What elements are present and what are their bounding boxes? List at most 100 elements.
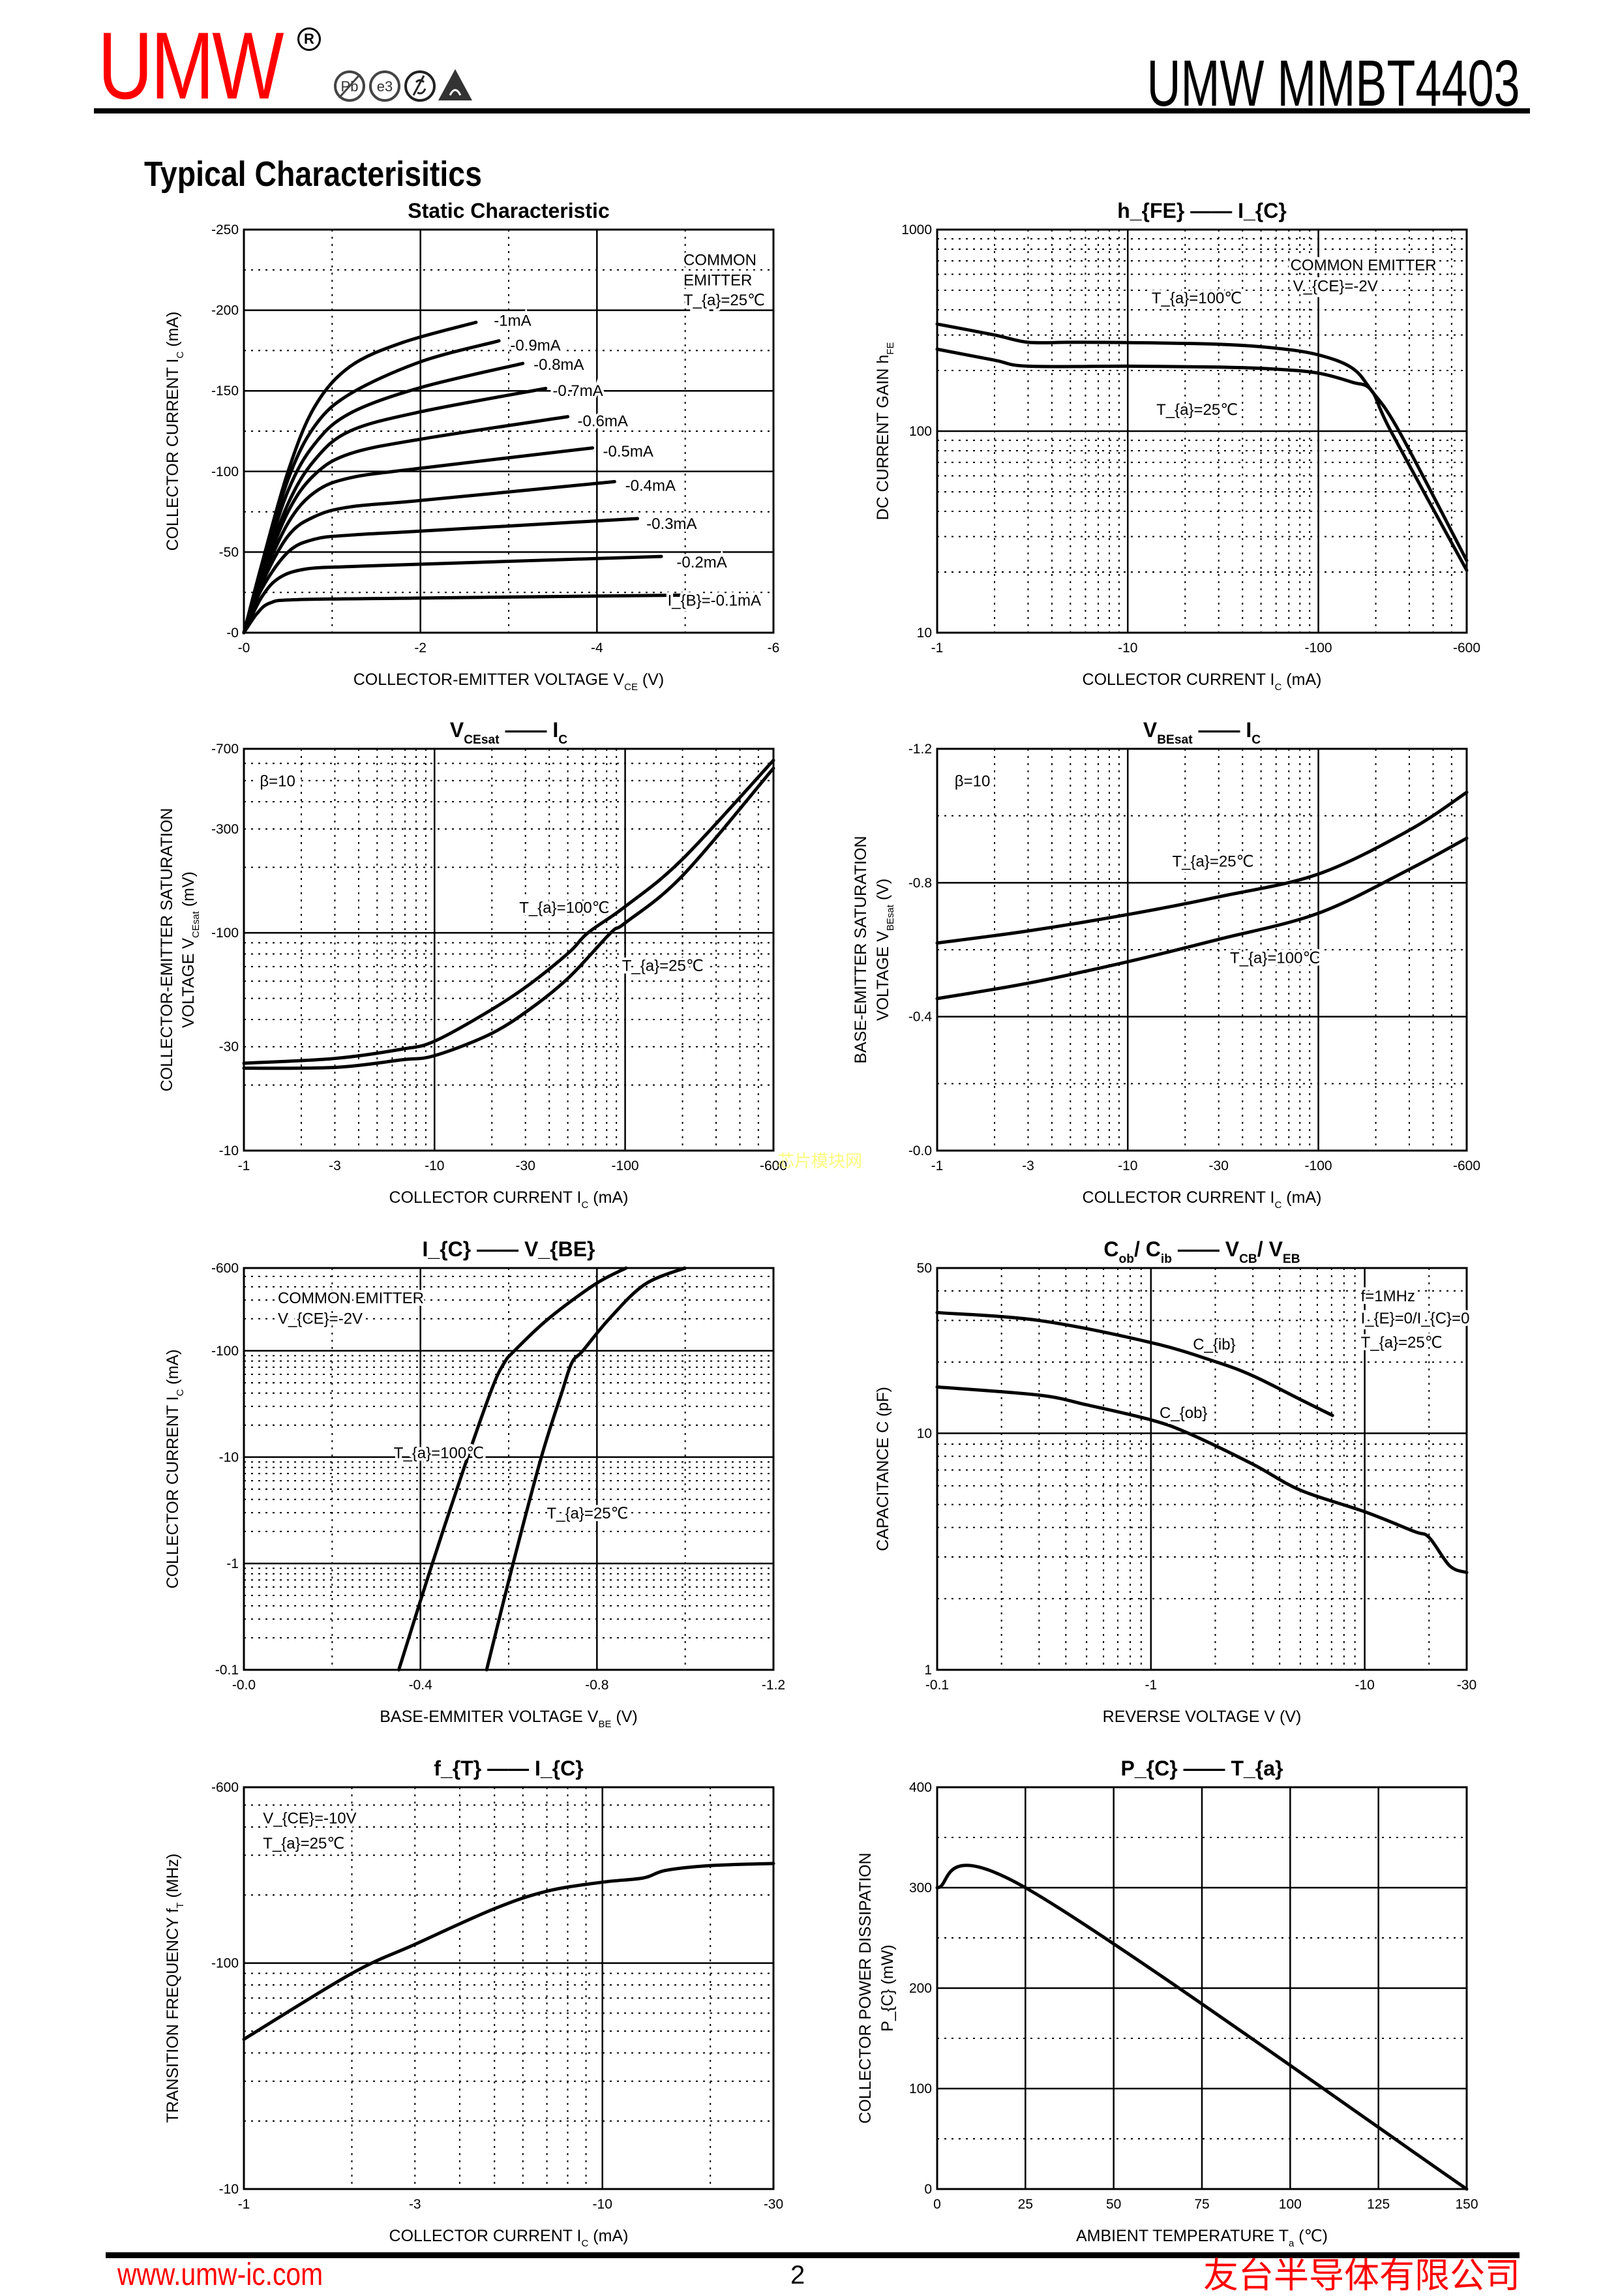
chart-annotation: COMMON EMITTER — [1291, 256, 1437, 274]
header-divider — [94, 108, 1530, 113]
footer-divider — [106, 2252, 1520, 2258]
series-label: -0.8mA — [533, 356, 584, 374]
static-characteristic-series-ib-0.3ma — [242, 517, 640, 635]
y-tick-label: -50 — [219, 545, 239, 560]
x-tick-label: -0.8 — [585, 1678, 608, 1693]
chart-annotation: β=10 — [260, 772, 295, 790]
y-tick-label: -10 — [219, 1450, 239, 1465]
chart-title: f_{T} —— I_{C} — [434, 1757, 583, 1780]
plot-frame — [936, 748, 1468, 1152]
x-tick-label: 150 — [1455, 2197, 1478, 2212]
y-tick-label: 1 — [924, 1663, 932, 1678]
chart-title: Static Characteristic — [408, 199, 609, 222]
vcesat-vs-ic-chart: -1 -3 -10 -30 -100 -600 -10 -30 -100 -300 -700 VCEs… — [158, 718, 787, 1211]
x-tick-label: -1 — [931, 1158, 944, 1173]
hfe-vs-ic-chart: -1 -10 -100 -600 10 100 1000 h_{FE} —— I_{C} COL… — [874, 199, 1480, 693]
y-tick-label: -0.1 — [215, 1663, 239, 1678]
chart-title: VBEsat —— IC — [1143, 718, 1261, 747]
y-tick-label: -700 — [211, 742, 239, 757]
x-tick-label: 25 — [1018, 2197, 1033, 2212]
y-axis-label: BASE-EMITTER SATURATION — [852, 836, 870, 1063]
x-axis-label: COLLECTOR CURRENT IC (mA) — [1083, 671, 1322, 693]
plot-frame — [936, 228, 1468, 634]
capacitance-vs-voltage-chart: -0.1 -1 -10 -30 1 10 50 Cob/ Cib —— VCB/ VEB REV… — [874, 1237, 1476, 1726]
y-axis-label: COLLECTOR CURRENT IC (mA) — [164, 1350, 186, 1589]
x-tick-label: -600 — [760, 1158, 787, 1173]
x-tick-label: -1.2 — [762, 1678, 785, 1693]
plot-frame — [243, 748, 775, 1152]
ft-vs-ic-chart: -1 -3 -10 -30 -10 -100 -600 f_{T} —— I_{C} COLLE… — [164, 1757, 783, 2249]
y-tick-label: -30 — [219, 1040, 239, 1055]
ic-vs-vbe-chart: -0.0 -0.4 -0.8 -1.2 -0.1 -1 -10 -100 -600 I_{C} —… — [164, 1237, 785, 1730]
x-axis-label: REVERSE VOLTAGE V (V) — [1103, 1708, 1302, 1726]
x-tick-label: -30 — [764, 2197, 783, 2212]
chart-title: Cob/ Cib —— VCB/ VEB — [1103, 1237, 1300, 1266]
chart-annotation: T_{a}=25℃ — [1173, 853, 1254, 870]
hfe-vs-ic-series-ta100 — [935, 322, 1469, 562]
chart-annotation: V_{CE}=-2V — [1293, 278, 1378, 295]
x-tick-label: -3 — [1022, 1158, 1034, 1173]
y-axis-label: P_{C} (mW) — [878, 1944, 897, 2031]
lead-free-icon: Pb — [334, 70, 365, 102]
chart-annotation: T_{a}=100℃ — [519, 899, 609, 916]
x-tick-label: -100 — [612, 1158, 639, 1173]
x-tick-label: -600 — [1453, 1158, 1480, 1173]
x-tick-label: -2 — [414, 641, 427, 656]
y-tick-label: -0.4 — [908, 1010, 933, 1025]
vcesat-vs-ic-series-ta100 — [242, 759, 775, 1065]
y-tick-label: -300 — [211, 822, 239, 837]
y-tick-label: 300 — [909, 1881, 932, 1896]
y-axis-label: TRANSITION FREQUENCY fT (MHz) — [164, 1854, 186, 2123]
chart-annotation: V_{CE}=-10V — [263, 1809, 356, 1827]
page-number: 2 — [790, 2261, 805, 2289]
x-tick-label: -1 — [1145, 1678, 1157, 1693]
x-tick-label: -30 — [1209, 1158, 1229, 1173]
chart-annotation: T_{a}=25℃ — [1156, 401, 1238, 419]
x-tick-label: 100 — [1279, 2197, 1302, 2212]
series-label: -0.5mA — [603, 443, 653, 461]
y-tick-label: -1 — [226, 1556, 239, 1571]
x-tick-label: -0.0 — [232, 1678, 256, 1693]
x-tick-label: -3 — [409, 2197, 421, 2212]
x-tick-label: 75 — [1194, 2197, 1209, 2212]
x-tick-label: -10 — [1355, 1678, 1374, 1693]
y-tick-label: -250 — [211, 222, 239, 237]
x-tick-label: -1 — [238, 2197, 250, 2212]
x-tick-label: -10 — [425, 1158, 444, 1173]
y-tick-label: 1000 — [901, 222, 932, 237]
x-tick-label: -10 — [1118, 1158, 1137, 1173]
y-tick-label: -600 — [211, 1261, 239, 1276]
y-tick-label: -200 — [211, 303, 239, 318]
x-tick-label: -1 — [238, 1158, 250, 1173]
y-tick-label: -10 — [219, 2182, 239, 2197]
rohs-icon — [404, 70, 436, 102]
y-axis-label: COLLECTOR CURRENT IC (mA) — [164, 312, 186, 551]
plot-frame — [243, 1786, 775, 2190]
x-axis-label: COLLECTOR-EMITTER VOLTAGE VCE (V) — [353, 671, 664, 693]
chart-annotation: T_{a}=25℃ — [622, 958, 704, 975]
vbesat-vs-ic-series-ta25 — [935, 791, 1469, 945]
y-axis-label: VOLTAGE VBEsat (V) — [874, 879, 896, 1021]
x-axis-label: COLLECTOR CURRENT IC (mA) — [389, 2227, 629, 2249]
series-label: -0.9mA — [510, 337, 560, 354]
static-characteristic-chart: -0 -2 -4 -6 -0 -50 -100 -150 -200 -250 Static Char… — [164, 199, 779, 693]
chart-title: h_{FE} —— I_{C} — [1117, 199, 1287, 222]
x-tick-label: -10 — [1118, 641, 1137, 656]
section-title: Typical Characterisitics — [144, 155, 482, 194]
static-characteristic-series-ib-0.4ma — [242, 479, 616, 635]
x-tick-label: 0 — [933, 2197, 941, 2212]
y-axis-label: CAPACITANCE C (pF) — [874, 1387, 892, 1551]
chart-annotation: T_{a}=100℃ — [1152, 290, 1242, 307]
website-link[interactable]: www.umw-ic.com — [117, 2258, 323, 2292]
x-tick-label: -0.1 — [925, 1678, 949, 1693]
x-tick-label: -3 — [329, 1158, 341, 1173]
chart-title: I_{C} —— V_{BE} — [423, 1237, 595, 1261]
pc-vs-ta-series-pc — [935, 1864, 1469, 2191]
y-tick-label: -600 — [211, 1780, 239, 1795]
pc-vs-ta-chart: 0 25 50 75 100 125 150 0 100 200 300 400 P_{C} —— T_… — [856, 1757, 1478, 2249]
y-tick-label: -100 — [211, 926, 239, 941]
y-tick-label: -1.2 — [908, 742, 932, 757]
y-axis-label: DC CURRENT GAIN hFE — [874, 342, 896, 521]
vbesat-vs-ic-series-ta100 — [935, 836, 1469, 1001]
